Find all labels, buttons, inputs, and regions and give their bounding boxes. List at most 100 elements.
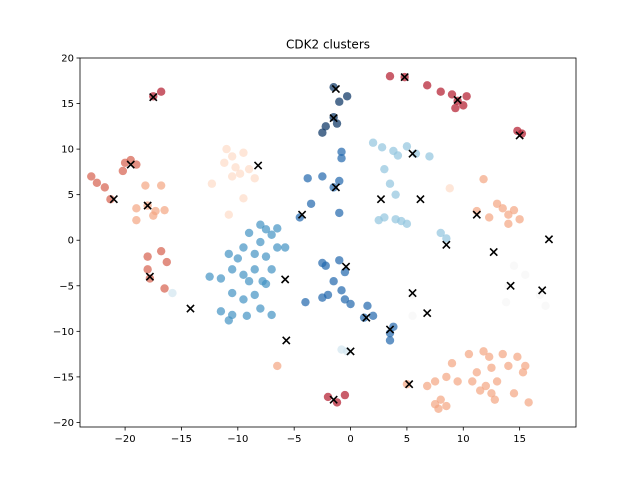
data-point bbox=[224, 249, 233, 259]
data-point bbox=[423, 381, 432, 391]
x-tick-label: 0 bbox=[347, 434, 353, 445]
centroid-marker bbox=[453, 95, 462, 105]
data-point bbox=[239, 194, 248, 203]
data-point bbox=[143, 265, 152, 274]
x-tick-label: −10 bbox=[227, 434, 248, 445]
data-point bbox=[479, 174, 488, 184]
data-point bbox=[504, 281, 513, 290]
centroid-marker bbox=[126, 160, 135, 169]
centroid-marker bbox=[143, 201, 152, 210]
data-point bbox=[273, 243, 282, 252]
data-point bbox=[487, 363, 496, 372]
plot-frame bbox=[79, 57, 577, 428]
data-point bbox=[151, 206, 160, 216]
data-point bbox=[100, 183, 110, 192]
centroids-layer bbox=[109, 72, 554, 404]
data-point bbox=[227, 172, 237, 181]
data-point bbox=[227, 288, 237, 298]
data-point bbox=[273, 361, 282, 371]
data-point bbox=[261, 279, 271, 289]
data-point bbox=[231, 163, 240, 172]
centroid-marker bbox=[329, 395, 338, 404]
centroid-marker bbox=[149, 93, 158, 102]
data-point bbox=[481, 381, 491, 391]
x-tick-label: 5 bbox=[404, 434, 410, 445]
data-point bbox=[332, 119, 342, 128]
data-point bbox=[335, 208, 344, 218]
data-point bbox=[156, 87, 166, 96]
data-point bbox=[222, 144, 231, 154]
data-point bbox=[273, 224, 282, 233]
x-axis: −20 −15 −10 −5 0 5 10 15 bbox=[115, 427, 526, 445]
centroid-marker bbox=[400, 72, 409, 82]
centroid-marker bbox=[280, 275, 290, 284]
data-point bbox=[329, 277, 338, 286]
y-tick-label: 10 bbox=[61, 145, 74, 156]
data-point bbox=[504, 361, 513, 371]
data-point bbox=[267, 310, 276, 320]
data-point bbox=[445, 184, 454, 193]
data-point bbox=[244, 164, 254, 174]
data-point bbox=[402, 142, 412, 151]
data-point bbox=[318, 128, 327, 137]
data-point bbox=[492, 377, 502, 386]
centroid-marker bbox=[489, 247, 498, 257]
data-point bbox=[368, 311, 378, 321]
centroid-marker bbox=[472, 210, 481, 219]
data-point bbox=[447, 359, 457, 368]
data-point bbox=[485, 352, 494, 362]
data-point bbox=[335, 97, 344, 106]
data-point bbox=[143, 252, 152, 261]
data-point bbox=[244, 228, 254, 238]
x-tick-label: −15 bbox=[171, 434, 192, 445]
centroid-marker bbox=[376, 195, 386, 204]
data-point bbox=[515, 215, 524, 224]
data-point bbox=[132, 215, 141, 225]
x-tick-label: 15 bbox=[513, 434, 526, 445]
data-point bbox=[87, 172, 96, 181]
data-point bbox=[118, 166, 128, 176]
data-point bbox=[423, 81, 432, 90]
data-point bbox=[168, 288, 177, 298]
data-point bbox=[239, 270, 248, 280]
data-point bbox=[256, 304, 265, 313]
data-point bbox=[145, 274, 155, 283]
data-point bbox=[227, 152, 237, 161]
data-point bbox=[479, 347, 488, 356]
centroid-marker bbox=[385, 325, 395, 334]
data-point bbox=[368, 138, 378, 147]
data-point bbox=[487, 389, 496, 398]
data-point bbox=[504, 219, 513, 229]
data-point bbox=[436, 228, 445, 238]
data-point bbox=[205, 272, 214, 281]
data-point bbox=[521, 361, 530, 371]
data-point bbox=[160, 205, 169, 215]
data-point bbox=[337, 147, 346, 157]
data-point bbox=[261, 252, 271, 261]
centroid-marker bbox=[282, 336, 291, 345]
data-point bbox=[235, 169, 245, 178]
data-point bbox=[518, 368, 528, 377]
data-point bbox=[402, 379, 412, 389]
points-layer bbox=[87, 72, 550, 413]
data-point bbox=[160, 284, 169, 293]
data-point bbox=[442, 372, 451, 382]
data-point bbox=[233, 254, 243, 263]
data-point bbox=[216, 274, 226, 283]
centroid-marker bbox=[362, 313, 371, 322]
data-point bbox=[337, 154, 346, 163]
data-point bbox=[359, 313, 369, 322]
data-point bbox=[453, 377, 462, 386]
data-point bbox=[337, 286, 346, 295]
data-point bbox=[250, 290, 259, 300]
y-axis: −20 −15 −10 −5 0 5 10 15 20 bbox=[53, 54, 80, 429]
data-point bbox=[377, 143, 387, 152]
data-point bbox=[239, 295, 248, 304]
data-point bbox=[239, 148, 248, 157]
centroid-marker bbox=[331, 84, 341, 94]
data-point bbox=[541, 301, 550, 311]
data-point bbox=[524, 398, 533, 407]
data-point bbox=[436, 395, 445, 404]
data-point bbox=[224, 316, 233, 325]
